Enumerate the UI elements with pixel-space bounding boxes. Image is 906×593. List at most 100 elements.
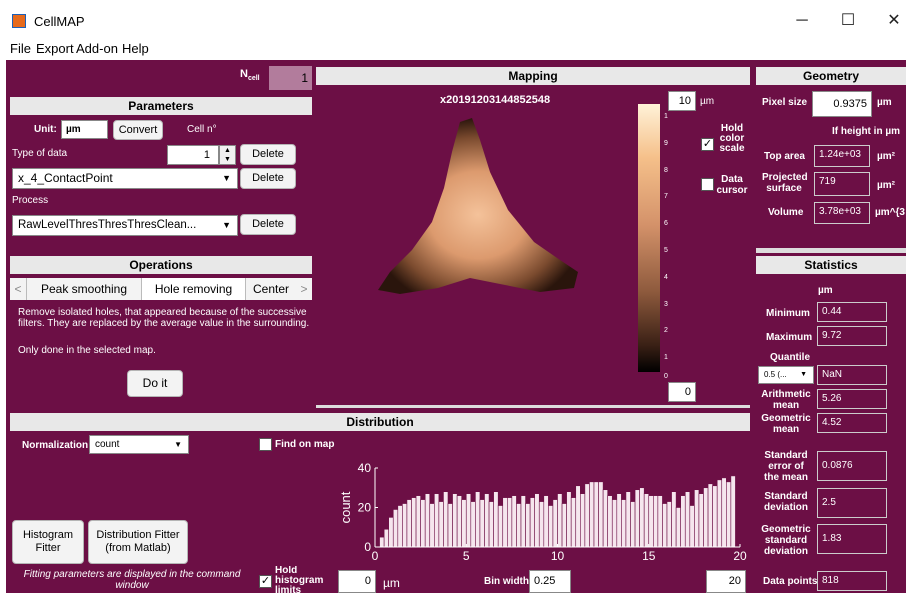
histogram-bar [392, 509, 399, 548]
quantile-select[interactable]: 0.5 (... ▼ [758, 366, 814, 384]
find-on-map-checkbox[interactable] [259, 438, 272, 451]
data-select[interactable]: x_4_ContactPoint ▼ [12, 168, 238, 189]
menu-bar [0, 40, 906, 60]
hist-min-field[interactable]: 0 [338, 570, 376, 593]
unit-field[interactable]: µm [61, 120, 108, 139]
histogram-bar [666, 501, 672, 548]
histogram-bar [406, 499, 412, 548]
histogram-bar [402, 503, 408, 548]
histogram-bar [726, 481, 732, 548]
map-name: x20191203144852548 [440, 94, 551, 106]
histogram-bar [602, 489, 608, 548]
type-of-data-label: Type of data [12, 148, 68, 159]
do-it-button[interactable]: Do it [127, 370, 183, 397]
projected-surface-value: 719 [814, 172, 870, 196]
scale-min-field[interactable]: 0 [668, 382, 696, 402]
histogram-bar [502, 497, 508, 548]
distribution-fitter-button[interactable]: Distribution Fitter (from Matlab) [88, 520, 188, 564]
histogram-bar [589, 481, 595, 548]
bin-width-field[interactable]: 0.25 [529, 570, 571, 593]
unit-label: Unit: [34, 124, 57, 135]
type-spinner[interactable]: ▲ ▼ [219, 145, 236, 165]
histogram-bar [716, 479, 723, 548]
hist-min-unit: µm [383, 576, 400, 590]
convert-button[interactable]: Convert [113, 120, 163, 140]
histogram-bar [625, 491, 631, 548]
data-cursor-label: Data cursor [716, 174, 748, 196]
histogram-bar [516, 503, 522, 548]
histogram-fitter-button[interactable]: Histogram Fitter [12, 520, 84, 564]
cell-number-label: Cell n° [187, 124, 217, 135]
chevron-down-icon: ▼ [222, 220, 231, 230]
histogram-bar [584, 483, 590, 548]
histogram-bar [580, 493, 586, 548]
histogram-bar [648, 495, 654, 548]
volume-value: 3.78e+03 [814, 202, 870, 224]
cell-shape [378, 118, 578, 294]
height-map[interactable] [320, 100, 630, 330]
histogram-bar [703, 487, 709, 548]
menu-addon[interactable]: Add-on [76, 41, 118, 56]
histogram-bar [411, 497, 417, 548]
histogram-bar [538, 501, 545, 548]
histogram-bar [684, 491, 691, 548]
title-bar [0, 0, 906, 40]
bin-width-label: Bin width [484, 576, 529, 587]
histogram-bar [634, 489, 640, 548]
data-points-label: Data points [763, 576, 818, 587]
x-tick-label: 5 [463, 549, 470, 563]
std-label: Standard deviation [764, 491, 808, 513]
histogram-bar [566, 491, 572, 548]
app-icon [12, 14, 26, 28]
histogram-bar [689, 505, 695, 548]
top-area-label: Top area [764, 151, 805, 162]
sem-label: Standard error of the mean [764, 450, 808, 483]
menu-help[interactable]: Help [122, 41, 149, 56]
y-tick-label: 40 [358, 461, 372, 475]
menu-file[interactable]: File [10, 41, 31, 56]
data-cursor-checkbox[interactable] [701, 178, 714, 191]
menu-export[interactable]: Export [36, 41, 74, 56]
minimize-button[interactable]: ─ [796, 12, 808, 29]
volume-unit: µm^{3 [875, 207, 905, 218]
tab-scroll-left[interactable]: < [10, 278, 27, 300]
tab-scroll-right[interactable]: > [296, 278, 312, 300]
histogram-bar [680, 495, 686, 548]
hold-color-scale-checkbox[interactable]: ✓ [701, 138, 714, 151]
tab-center[interactable]: Center [246, 278, 296, 300]
histogram-bar [383, 528, 389, 548]
normalization-select[interactable]: count ▼ [89, 435, 189, 454]
ncell-field[interactable]: 1 [269, 66, 312, 90]
histogram-bar [707, 483, 713, 548]
pixel-size-field[interactable]: 0.9375 [812, 91, 872, 117]
data-points-value: 818 [817, 571, 887, 591]
histogram-bar [662, 503, 668, 548]
stats-unit: µm [818, 285, 833, 296]
quantile-label: Quantile [770, 352, 811, 363]
quantile-value: NaN [817, 365, 887, 385]
maximize-button[interactable]: ☐ [840, 12, 856, 29]
statistics-title: Statistics [756, 256, 906, 274]
scale-max-field[interactable]: 10 [668, 91, 696, 111]
tab-peak-smoothing[interactable]: Peak smoothing [27, 278, 142, 300]
hist-max-field[interactable]: 20 [706, 570, 746, 593]
delete-process-button[interactable]: Delete [240, 214, 296, 235]
process-select[interactable]: RawLevelThresThresThresClean... ▼ [12, 215, 238, 236]
type-field[interactable]: 1 [167, 145, 219, 165]
histogram-bar [507, 497, 513, 548]
hold-limits-checkbox[interactable]: ✓ [259, 575, 272, 588]
histogram-bar [557, 493, 563, 548]
histogram-bar [598, 481, 604, 548]
delete-data-button[interactable]: Delete [240, 168, 296, 189]
histogram-bar [675, 507, 681, 548]
histogram-bar [630, 501, 636, 548]
minimum-value: 0.44 [817, 302, 887, 322]
operation-description: Remove isolated holes, that appeared bec… [18, 307, 310, 329]
close-button[interactable]: ✕ [887, 12, 901, 29]
geometric-mean-label: Geometric mean [761, 413, 811, 435]
histogram-bar [639, 487, 645, 548]
y-tick-label: 20 [358, 501, 372, 515]
delete-type-button[interactable]: Delete [240, 144, 296, 165]
histogram-bar [694, 489, 700, 548]
tab-hole-removing[interactable]: Hole removing [142, 278, 246, 300]
